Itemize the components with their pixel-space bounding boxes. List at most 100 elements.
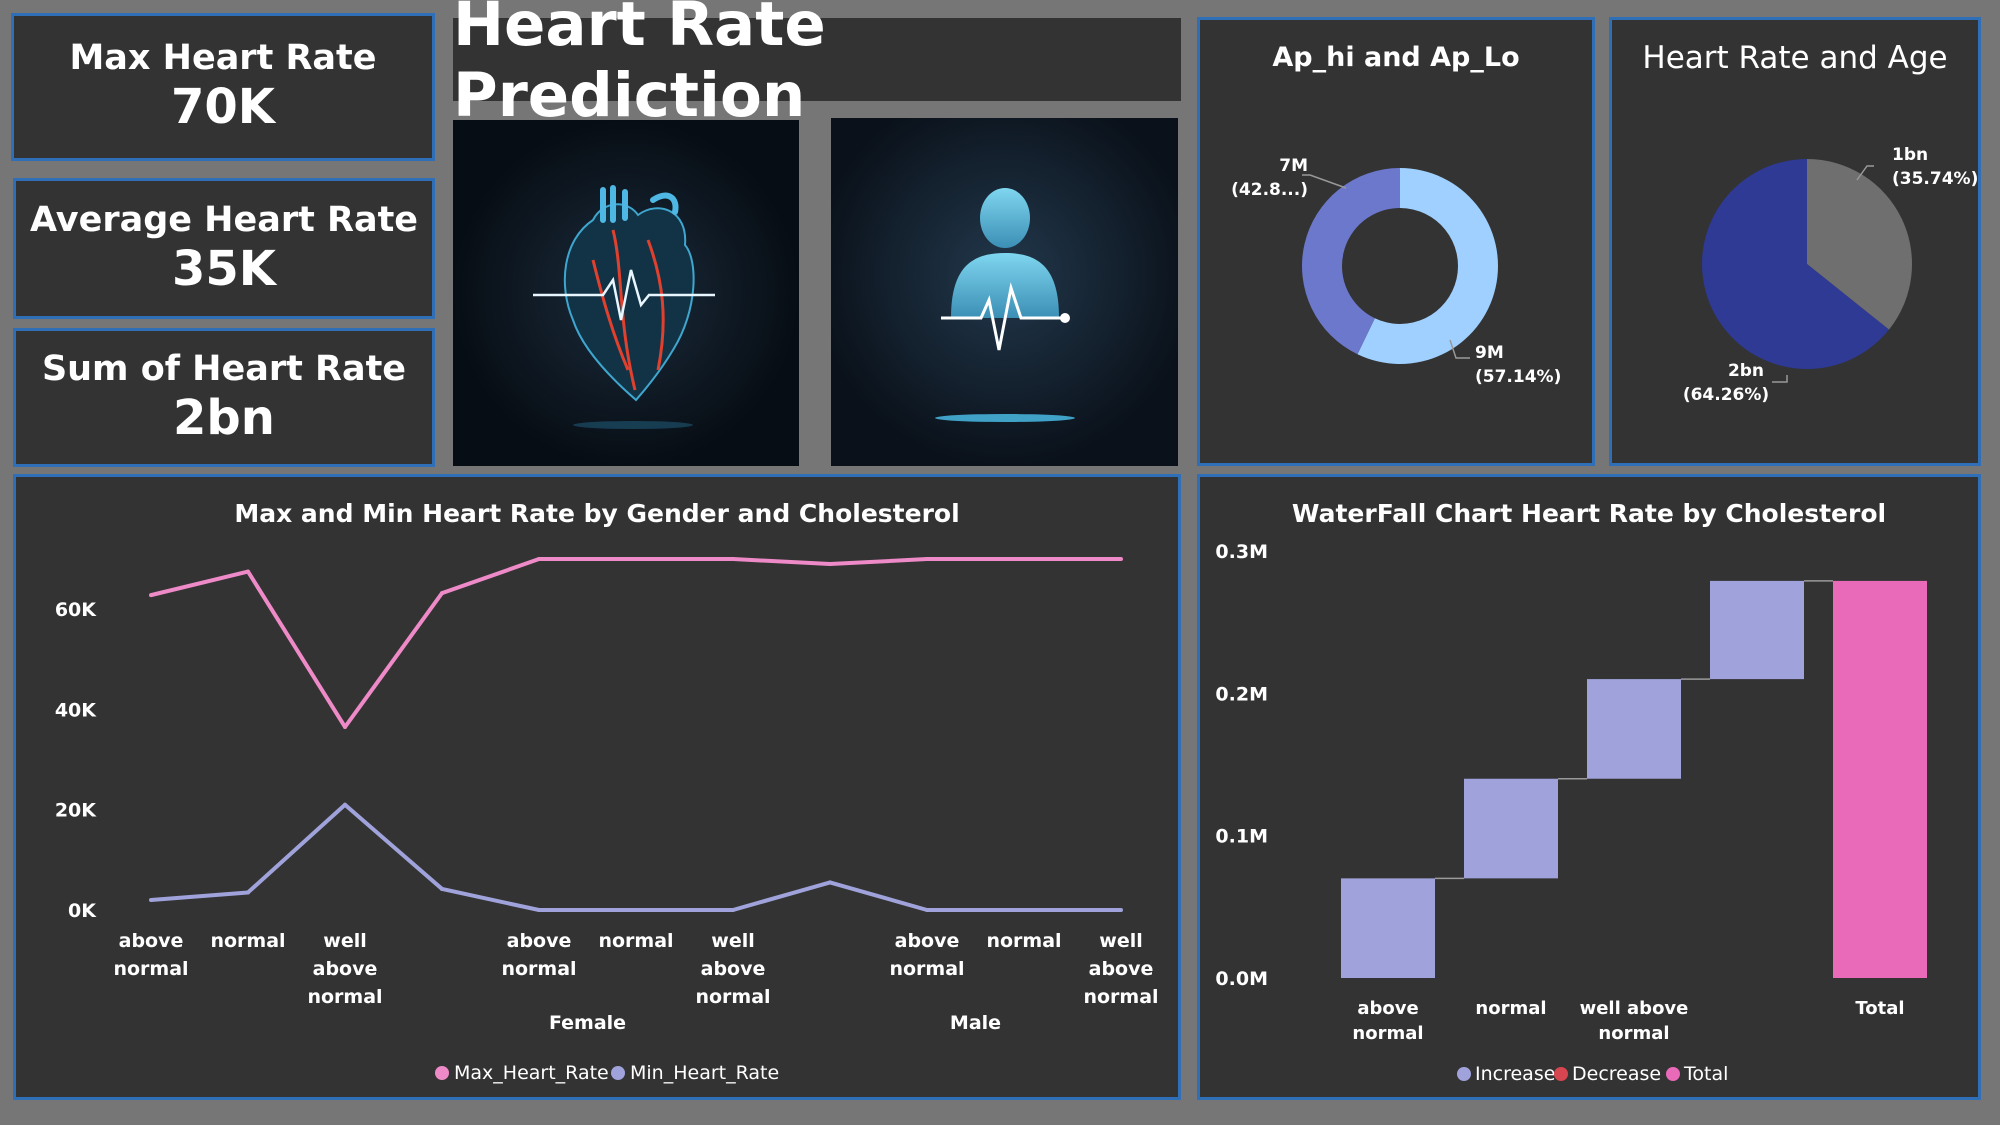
data-point[interactable] — [149, 593, 153, 598]
x-tick-label: normal — [1083, 986, 1158, 1008]
data-point[interactable] — [1022, 908, 1026, 912]
pie-label-value: 2bn — [1728, 361, 1764, 381]
max-min-heart-rate-chart: Max and Min Heart Rate by Gender and Cho… — [13, 474, 1181, 1100]
kpi-label: Sum of Heart Rate — [41, 348, 407, 389]
data-point[interactable] — [634, 557, 638, 562]
data-point[interactable] — [537, 908, 541, 912]
pie-label-pct: (35.74%) — [1892, 169, 1978, 189]
data-point[interactable] — [537, 557, 541, 562]
legend-marker — [1554, 1067, 1568, 1081]
pie-slice[interactable] — [1807, 159, 1912, 330]
kpi-value: 35K — [172, 240, 276, 297]
dashboard-title: Heart Rate Prediction — [453, 0, 826, 131]
x-tick-label: well — [323, 930, 366, 952]
waterfall-chart: 0.0M 0.1M 0.2M 0.3M above normal normal well ab… — [1215, 541, 1927, 1085]
kpi-label: Average Heart Rate — [29, 199, 419, 240]
pie-slice[interactable] — [1702, 159, 1889, 370]
heart-illustration-icon — [453, 120, 799, 466]
x-tick-label: normal — [695, 986, 770, 1008]
data-point[interactable] — [925, 908, 929, 912]
x-tick-label: normal — [1352, 1023, 1423, 1044]
legend-marker — [435, 1066, 449, 1080]
waterfall-bar[interactable] — [1464, 778, 1558, 879]
heart-rate-age-chart: Heart Rate and Age 1bn (35.74%) 2bn (64.… — [1609, 17, 1981, 466]
data-point[interactable] — [1119, 908, 1123, 912]
donut-chart: 9M (57.14%) 7M (42.8...) — [1231, 156, 1561, 387]
data-point[interactable] — [440, 591, 444, 596]
waterfall-bar[interactable] — [1710, 580, 1804, 680]
chart-title: Max and Min Heart Rate by Gender and Cho… — [234, 499, 960, 528]
waterfall-bar[interactable] — [1833, 580, 1927, 978]
y-tick-label: 0.0M — [1215, 968, 1268, 990]
x-tick-label: above — [895, 930, 960, 952]
x-tick-label: above — [119, 930, 184, 952]
x-tick-label: well above — [1580, 998, 1689, 1019]
x-tick-label: well — [711, 930, 754, 952]
person-pulse-icon — [831, 118, 1178, 466]
x-tick-label: normal — [986, 930, 1061, 952]
x-tick-label: normal — [1598, 1023, 1669, 1044]
donut-label-value: 7M — [1279, 156, 1308, 176]
legend-label: Increase — [1475, 1063, 1555, 1085]
donut-label-pct: (57.14%) — [1475, 367, 1561, 387]
data-point[interactable] — [1022, 557, 1026, 562]
x-tick-label: normal — [598, 930, 673, 952]
x-tick-label: normal — [889, 958, 964, 980]
kpi-value: 70K — [171, 79, 275, 136]
y-tick-label: 0.2M — [1215, 683, 1268, 705]
donut-label-value: 9M — [1475, 343, 1504, 363]
x-tick-label: above — [507, 930, 572, 952]
data-point[interactable] — [828, 880, 832, 885]
x-tick-label: Total — [1855, 998, 1904, 1019]
legend-label: Total — [1683, 1063, 1728, 1085]
data-point[interactable] — [246, 569, 250, 574]
legend-label: Decrease — [1572, 1063, 1661, 1085]
data-point[interactable] — [828, 562, 832, 567]
data-point[interactable] — [634, 908, 638, 912]
series-line-Min_Heart_Rate[interactable] — [150, 802, 1121, 912]
donut-slice[interactable] — [1357, 168, 1498, 365]
y-tick-label: 40K — [55, 699, 97, 721]
legend-marker — [611, 1066, 625, 1080]
x-tick-label: normal — [113, 958, 188, 980]
data-point[interactable] — [440, 886, 444, 891]
data-point[interactable] — [1119, 557, 1123, 562]
chart-title: WaterFall Chart Heart Rate by Cholestero… — [1291, 499, 1887, 528]
chart-title: Ap_hi and Ap_Lo — [1272, 42, 1520, 73]
y-tick-label: 0.3M — [1215, 541, 1268, 563]
dashboard-title-bar: Heart Rate Prediction — [453, 0, 1181, 131]
data-point[interactable] — [149, 897, 153, 902]
data-point[interactable] — [246, 890, 250, 895]
donut-slice[interactable] — [1302, 168, 1400, 355]
series-line-Max_Heart_Rate[interactable] — [150, 557, 1121, 729]
x-tick-label: normal — [210, 930, 285, 952]
x-group-label: Female — [549, 1012, 626, 1034]
donut-label-pct: (42.8...) — [1231, 180, 1308, 200]
waterfall-chart-panel: WaterFall Chart Heart Rate by Cholestero… — [1197, 474, 1981, 1100]
heart-illustration — [453, 120, 799, 466]
data-point[interactable] — [731, 557, 735, 562]
x-tick-label: normal — [307, 986, 382, 1008]
y-tick-label: 60K — [55, 599, 97, 621]
x-tick-label: normal — [501, 958, 576, 980]
chart-title: Heart Rate and Age — [1642, 40, 1948, 76]
pie-label-value: 1bn — [1892, 145, 1928, 165]
legend-marker — [1666, 1067, 1680, 1081]
x-tick-label: normal — [1475, 998, 1546, 1019]
waterfall-bar[interactable] — [1587, 679, 1681, 779]
data-point[interactable] — [343, 724, 347, 729]
x-tick-label: above — [313, 958, 378, 980]
y-tick-label: 20K — [55, 800, 97, 822]
person-pulse-illustration — [831, 118, 1178, 466]
data-point[interactable] — [731, 908, 735, 912]
ap-hi-ap-lo-chart: Ap_hi and Ap_Lo 9M (57.14%) 7M (42.8...) — [1197, 17, 1595, 466]
data-point[interactable] — [343, 802, 347, 807]
data-point[interactable] — [925, 557, 929, 562]
kpi-value: 2bn — [173, 389, 275, 446]
x-tick-label: above — [1357, 998, 1418, 1019]
kpi-card-max: Max Heart Rate 70K — [11, 13, 435, 161]
x-group-label: Male — [950, 1012, 1001, 1034]
waterfall-bar[interactable] — [1341, 878, 1435, 978]
legend-marker — [1457, 1067, 1471, 1081]
kpi-card-sum: Sum of Heart Rate 2bn — [13, 328, 435, 467]
